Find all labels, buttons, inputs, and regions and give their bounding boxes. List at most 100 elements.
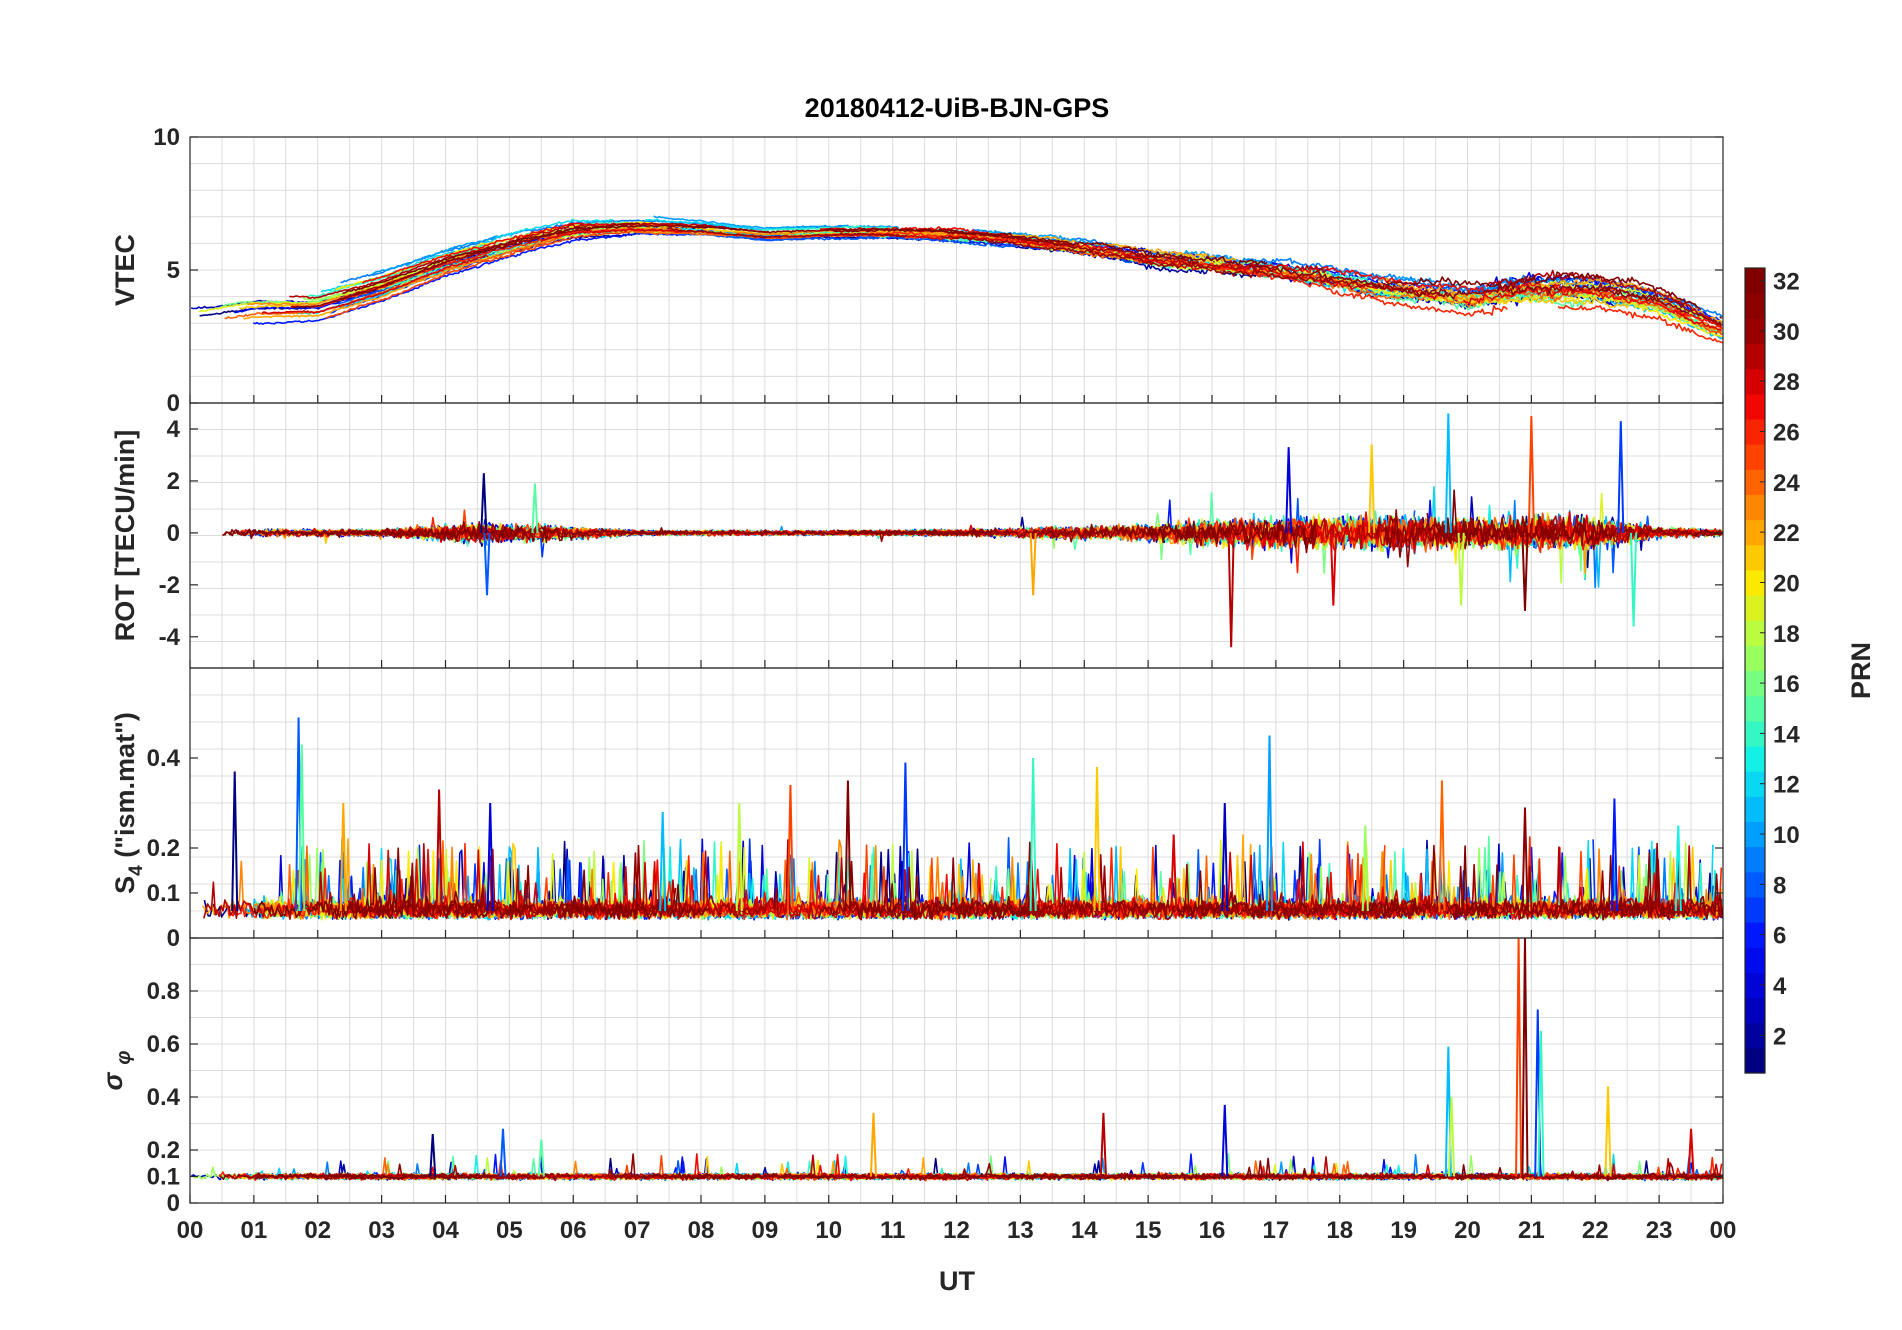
spike-mark	[844, 780, 852, 912]
y-tick-label: 4	[167, 416, 181, 443]
y-tick-label: 0.1	[147, 880, 180, 907]
x-tick-label: 09	[752, 1217, 779, 1244]
spike-mark	[1630, 532, 1638, 627]
s4-panel: 0 0.1 0.2 0.4 S4 ("ism.mat")	[110, 667, 1724, 952]
x-tick-label: 13	[1007, 1217, 1034, 1244]
colorbar-band	[1745, 871, 1765, 898]
y-tick-label: 0.4	[147, 745, 181, 772]
colorbar-band	[1745, 469, 1765, 496]
prn-series-line	[254, 1157, 1723, 1182]
colorbar-band	[1745, 896, 1765, 923]
colorbar-band	[1745, 922, 1765, 948]
colorbar-tick-label: 32	[1773, 269, 1800, 296]
colorbar-band	[1745, 343, 1765, 370]
x-tick-label: 11	[880, 1217, 905, 1244]
sigma-phi-ylabel-main: σ	[98, 1072, 128, 1091]
x-tick-label: 23	[1646, 1217, 1673, 1244]
s4-ylabel-tail: ("ism.mat")	[110, 712, 140, 865]
colorbar-band	[1745, 947, 1765, 973]
colorbar-band	[1745, 720, 1765, 747]
colorbar-band	[1745, 695, 1765, 722]
colorbar-band	[1745, 444, 1765, 470]
spike-mark	[1521, 938, 1529, 1177]
spike-mark	[901, 762, 909, 912]
spike-mark	[1093, 766, 1101, 912]
colorbar-band	[1745, 821, 1765, 848]
colorbar-label: PRN	[1846, 642, 1876, 699]
spike-mark	[1361, 825, 1369, 912]
colorbar-tick-label: 10	[1773, 822, 1800, 849]
prn-series-line	[290, 227, 1723, 344]
colorbar-tick-label: 28	[1773, 369, 1800, 396]
sigma-phi-ylabel-sub: φ	[113, 1051, 135, 1065]
spike-mark	[1610, 798, 1618, 912]
x-tick-label: 00	[177, 1217, 204, 1244]
spike-mark	[1687, 1128, 1695, 1177]
spike-mark	[1537, 1030, 1545, 1177]
colorbar-band	[1745, 972, 1765, 999]
x-tick-label: 21	[1518, 1217, 1545, 1244]
x-tick-label: 02	[304, 1217, 331, 1244]
y-tick-label: -4	[159, 624, 181, 651]
colorbar-tick-label: 2	[1773, 1023, 1786, 1050]
spike-mark	[1329, 532, 1337, 606]
s4-ylabel: S4 ("ism.mat")	[110, 712, 147, 894]
colorbar-tick-label: 12	[1773, 772, 1800, 799]
spike-mark	[1457, 532, 1465, 606]
y-tick-label: 10	[153, 124, 180, 151]
colorbar-band	[1745, 393, 1765, 420]
x-tick-label: 17	[1263, 1217, 1290, 1244]
x-tick-label: 05	[496, 1217, 523, 1244]
x-axis-label: UT	[939, 1266, 975, 1296]
spike-mark	[1029, 532, 1037, 596]
colorbar-band	[1745, 318, 1765, 345]
colorbar-band	[1745, 519, 1765, 546]
spike-mark	[1521, 532, 1529, 611]
y-tick-label: 0.6	[147, 1031, 180, 1058]
colorbar-band	[1745, 670, 1765, 697]
spike-mark	[1221, 1104, 1229, 1177]
y-tick-label: 5	[167, 257, 180, 284]
spike-mark	[1674, 825, 1682, 912]
x-tick-label: 22	[1582, 1217, 1609, 1244]
spike-mark	[1604, 1086, 1612, 1177]
spike-mark	[499, 1128, 507, 1177]
spike-mark	[1444, 413, 1452, 533]
rot-panel: 4 2 0 -2 -4 ROT [TECU/min]	[110, 402, 1724, 669]
x-tick-label: 15	[1135, 1217, 1162, 1244]
colorbar-tick-label: 18	[1773, 621, 1800, 648]
spike-mark	[1227, 532, 1235, 648]
spike-mark	[1521, 807, 1529, 912]
y-tick-label: 0.1	[147, 1164, 180, 1191]
y-tick-label: 0	[167, 925, 180, 952]
spike-mark	[1447, 1096, 1456, 1177]
colorbar-tick-label: 20	[1773, 570, 1800, 597]
prn-series-line	[253, 835, 1723, 921]
spike-mark	[339, 802, 347, 912]
colorbar-band	[1745, 620, 1765, 646]
spike-mark	[537, 1139, 545, 1177]
y-tick-label: 0	[167, 390, 180, 417]
x-tick-label: 00	[1710, 1217, 1737, 1244]
colorbar-tick-label: 22	[1773, 520, 1800, 547]
colorbar-tick-label: 26	[1773, 420, 1800, 447]
spike-mark	[1368, 444, 1376, 533]
x-tick-label: 12	[943, 1217, 970, 1244]
spike-mark	[486, 802, 494, 912]
colorbar-tick-label: 4	[1773, 973, 1787, 1000]
spike-mark	[483, 532, 491, 596]
colorbar-band	[1745, 745, 1765, 772]
prn-series-line	[265, 839, 1723, 921]
colorbar-band	[1745, 293, 1765, 319]
s4-ylabel-main: S	[110, 876, 140, 894]
x-tick-label: 01	[241, 1217, 268, 1244]
y-tick-label: 0.8	[147, 978, 180, 1005]
spike-mark	[1099, 1112, 1107, 1177]
colorbar-tick-label: 16	[1773, 671, 1800, 698]
colorbar-band	[1745, 569, 1765, 596]
spike-mark	[659, 811, 667, 912]
y-tick-label: 0	[167, 520, 180, 547]
spike-mark	[429, 1134, 437, 1177]
y-tick-label: -2	[159, 572, 180, 599]
